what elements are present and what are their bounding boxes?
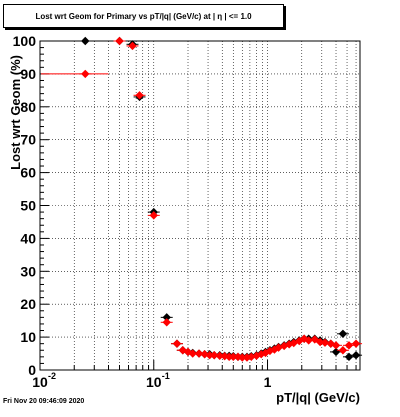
data-point [128, 41, 137, 51]
x-tick-label: 10 [32, 374, 48, 390]
x-tick-label: 10 [146, 374, 162, 390]
data-point [315, 337, 325, 347]
data-point [135, 91, 144, 100]
data-point [210, 350, 219, 360]
chart-title-box: Lost wrt Geom for Primary vs pT/|q| (GeV… [3, 4, 284, 28]
timestamp-footer: Fri Nov 20 09:46:09 2020 [3, 398, 85, 405]
y-tick-label: 20 [20, 296, 36, 312]
y-tick-label: 90 [20, 66, 36, 82]
data-point [194, 349, 204, 358]
data-point [162, 313, 171, 322]
data-point [304, 336, 313, 345]
y-tick-label: 60 [20, 165, 36, 181]
data-point [115, 36, 124, 46]
data-point [172, 339, 182, 348]
y-tick-label: 30 [20, 263, 36, 279]
y-tick-label: 10 [20, 329, 36, 345]
data-point [338, 329, 348, 339]
y-tick-label: 70 [20, 132, 36, 148]
data-point [338, 346, 348, 355]
x-tick-exponent: -2 [48, 371, 56, 381]
chart-title: Lost wrt Geom for Primary vs pT/|q| (GeV… [35, 11, 252, 21]
data-point [351, 350, 361, 360]
data-point [162, 318, 171, 327]
y-tick-label: 0 [28, 362, 36, 378]
x-axis-label: pT/|q| (GeV/c) [276, 390, 360, 405]
data-point [320, 338, 330, 347]
y-tick-label: 100 [13, 33, 37, 49]
data-point [331, 341, 341, 350]
data-point [247, 352, 256, 362]
data-point [149, 211, 158, 220]
y-tick-label: 50 [20, 198, 36, 214]
y-axis-label: Lost wrt Geom (%) [8, 55, 23, 170]
data-point [188, 349, 197, 358]
data-point [233, 352, 243, 362]
data-point [351, 339, 361, 348]
data-point [81, 36, 90, 46]
y-tick-label: 80 [20, 99, 36, 115]
x-tick-exponent: -1 [162, 371, 170, 381]
x-tick-label: 1 [264, 374, 272, 390]
y-tick-label: 40 [20, 230, 36, 246]
data-point [81, 69, 90, 79]
